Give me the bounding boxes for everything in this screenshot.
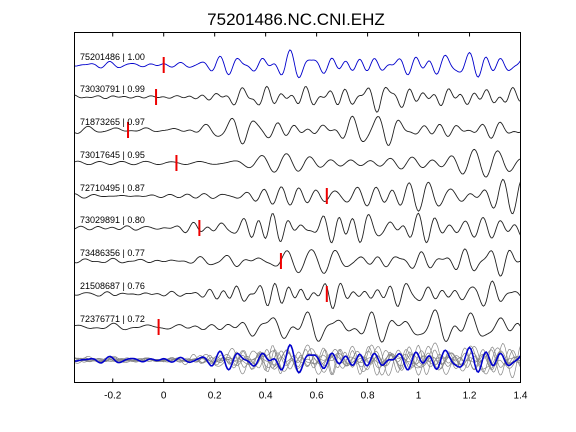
trace-line-1 — [74, 49, 521, 79]
x-tick-label-8: 1.4 — [514, 391, 528, 402]
trace-line-6 — [74, 212, 521, 244]
plot-frame — [74, 32, 521, 383]
trace-line-3 — [74, 115, 521, 146]
trace-label-9: 72376771 | 0.72 — [80, 314, 145, 324]
trace-line-8 — [74, 280, 521, 310]
x-axis: -0.2 0 0.2 0.4 0.6 0.8 1 1.2 1.4 — [104, 32, 528, 402]
overlay-trace-9 — [74, 342, 521, 376]
x-tick-label-0: -0.2 — [104, 391, 122, 402]
x-tick-label-7: 1.2 — [463, 391, 477, 402]
trace-label-2: 73030791 | 0.99 — [80, 84, 145, 94]
plot-area: 75201486 | 1.00 73030791 | 0.99 71873265 |… — [74, 49, 522, 379]
trace-label-7: 73486356 | 0.77 — [80, 248, 145, 258]
chart-title: 75201486.NC.CNI.EHZ — [207, 10, 385, 29]
trace-label-3: 71873265 | 0.97 — [80, 117, 145, 127]
trace-label-5: 72710495 | 0.87 — [80, 183, 145, 193]
trace-line-2 — [74, 85, 521, 113]
trace-label-6: 73029891 | 0.80 — [80, 215, 145, 225]
x-tick-label-5: 0.8 — [361, 391, 375, 402]
x-tick-label-3: 0.4 — [259, 391, 273, 402]
x-tick-label-6: 1 — [416, 391, 422, 402]
trace-label-8: 21508687 | 0.76 — [80, 281, 145, 291]
trace-line-9 — [74, 309, 521, 343]
x-tick-label-4: 0.6 — [310, 391, 324, 402]
x-tick-label-1: 0 — [161, 391, 167, 402]
trace-label-4: 73017645 | 0.95 — [80, 150, 145, 160]
overlay-reference-trace — [74, 343, 522, 374]
trace-line-7 — [74, 248, 521, 277]
x-tick-label-2: 0.2 — [208, 391, 222, 402]
trace-label-1: 75201486 | 1.00 — [80, 52, 145, 62]
trace-line-5 — [74, 178, 521, 215]
trace-line-4 — [74, 148, 521, 178]
